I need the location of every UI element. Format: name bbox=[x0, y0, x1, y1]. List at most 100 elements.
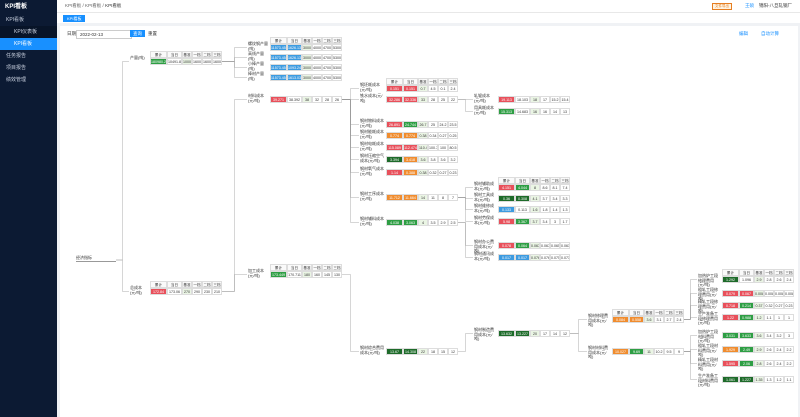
tab[interactable]: KPI看板 bbox=[63, 15, 86, 22]
value-cell: 1.8 bbox=[540, 206, 550, 213]
connector bbox=[684, 335, 697, 352]
value-cell: 0.38 bbox=[418, 169, 428, 176]
menu-item[interactable]: KPI看板 bbox=[6, 17, 25, 23]
menu-item[interactable]: KPI仪表板 bbox=[0, 26, 57, 38]
value-cell: 2.6 bbox=[764, 360, 774, 367]
value-cell: 4.044 bbox=[515, 184, 530, 191]
reset-button[interactable]: 重置 bbox=[148, 31, 157, 36]
value-cell: 4700 bbox=[322, 64, 332, 71]
value-cell: 0.151 bbox=[386, 85, 403, 92]
value-cell: 5300 bbox=[332, 74, 342, 81]
value-cell: 9 bbox=[674, 348, 684, 355]
value-cell: 0.34 bbox=[428, 132, 438, 139]
value-cell: 0.558 bbox=[629, 316, 644, 323]
value-cell: 9.69 bbox=[629, 348, 644, 355]
value-cell: 2.9 bbox=[438, 219, 448, 226]
node-label: 生产准备工段材料费用(元/吨) bbox=[698, 373, 718, 388]
node-label: 生产准备工段修理费用(元/吨) bbox=[698, 311, 718, 326]
connector bbox=[222, 99, 247, 292]
value-cell: 0.078 bbox=[498, 242, 515, 249]
value-cell: 2.2 bbox=[784, 360, 794, 367]
value-cell: 2.6 bbox=[774, 276, 784, 283]
connector bbox=[458, 222, 473, 258]
value-cell: 2.4 bbox=[774, 360, 784, 367]
value-cell: 15.4 bbox=[560, 96, 570, 103]
column-header: 当日 bbox=[287, 264, 302, 271]
value-cell: 25 bbox=[438, 96, 448, 103]
value-cell: 1.6 bbox=[530, 206, 540, 213]
connector bbox=[222, 61, 247, 78]
org[interactable]: 锦阳-八旦轧钢厂 bbox=[759, 3, 792, 8]
connector bbox=[116, 61, 129, 261]
value-cell: 172.84 bbox=[150, 288, 167, 295]
connector bbox=[222, 57, 247, 62]
value-cell: 8 bbox=[530, 184, 540, 191]
breadcrumb[interactable]: KPI看板 bbox=[65, 3, 82, 8]
value-cell: 1 bbox=[774, 314, 784, 321]
menu-item[interactable]: 项目报告 bbox=[6, 65, 27, 71]
value-cell: 3.418 bbox=[403, 156, 418, 163]
connector bbox=[222, 274, 247, 292]
value-cell: 28 bbox=[428, 96, 438, 103]
value-cell: 16000 bbox=[212, 58, 222, 65]
value-cell: 3.7 bbox=[530, 218, 540, 225]
value-cell: 39.271 bbox=[270, 96, 287, 103]
column-header: 三档 bbox=[332, 37, 342, 44]
query-button[interactable]: 查询 bbox=[130, 30, 145, 37]
value-cell: 3000 bbox=[302, 64, 312, 71]
value-cell: 2.06 bbox=[739, 360, 754, 367]
value-cell: 5300 bbox=[332, 54, 342, 61]
value-cell: 2.4 bbox=[674, 316, 684, 323]
value-cell: 32.336 bbox=[403, 96, 418, 103]
node-label: 精轧工段修理费用(元/吨) bbox=[698, 299, 718, 314]
value-cell: 14 bbox=[550, 330, 560, 337]
node-label: 高线产量(吨) bbox=[248, 51, 264, 61]
node-label: 用具耗成本(元/吨) bbox=[474, 105, 494, 115]
column-header: 三档 bbox=[332, 264, 342, 271]
value-cell: 0.32 bbox=[764, 302, 774, 309]
edit-link[interactable]: 编辑 bbox=[739, 31, 748, 36]
connector bbox=[570, 333, 587, 352]
auto-link[interactable]: 自动计算 bbox=[761, 31, 779, 36]
value-cell: 1.1 bbox=[784, 376, 794, 383]
value-cell: 2.2 bbox=[784, 346, 794, 353]
column-header: 当日 bbox=[287, 37, 302, 44]
value-cell: 1.1 bbox=[764, 314, 774, 321]
menu-item[interactable]: 任务报告 bbox=[6, 53, 27, 59]
connector bbox=[342, 88, 359, 100]
user[interactable]: 王硕 bbox=[745, 3, 754, 8]
value-cell: 12 bbox=[448, 348, 458, 355]
value-cell: 14 bbox=[418, 194, 428, 201]
node-label: 钢材维修成本(元/吨) bbox=[474, 203, 494, 213]
menu-item[interactable]: 绩效管理 bbox=[6, 77, 27, 83]
breadcrumb[interactable]: KPI看板 bbox=[85, 3, 102, 8]
value-cell: 15 bbox=[438, 348, 448, 355]
value-cell: 1093.247 bbox=[287, 64, 302, 71]
connector bbox=[458, 187, 473, 198]
value-cell: 26.891 bbox=[386, 121, 403, 128]
value-cell: 11.664 bbox=[403, 194, 418, 201]
connector bbox=[458, 333, 473, 352]
value-cell: 115.089 bbox=[386, 144, 403, 151]
value-cell: 20 bbox=[530, 330, 540, 337]
menu-item[interactable]: KPI看板 bbox=[0, 38, 57, 50]
value-cell: 1.061 bbox=[722, 376, 739, 383]
value-cell: 4000 bbox=[312, 64, 322, 71]
column-header: 基准 bbox=[182, 281, 192, 288]
node-label: 钢材工序成本(元/吨) bbox=[360, 191, 384, 201]
tag[interactable]: 文件导出 bbox=[712, 3, 732, 10]
value-cell: 26.7 bbox=[418, 121, 428, 128]
value-cell: 0.008 bbox=[774, 290, 784, 297]
value-cell: 32.286 bbox=[386, 96, 403, 103]
value-cell: 180980.26 bbox=[150, 58, 167, 65]
value-cell: 1.4 bbox=[550, 206, 560, 213]
value-cell: 11.712 bbox=[386, 194, 403, 201]
column-header: 二档 bbox=[774, 269, 784, 276]
value-cell: 173.449 bbox=[270, 271, 287, 278]
value-cell: 1.2 bbox=[754, 314, 764, 321]
value-cell: 8 bbox=[438, 194, 448, 201]
node-label: 钢材材料费用成本(元/吨) bbox=[588, 345, 608, 360]
value-cell: 0.1 bbox=[438, 85, 448, 92]
node-label: 钢材工具成本(元/吨) bbox=[474, 192, 494, 202]
value-cell: 1626.134 bbox=[287, 54, 302, 61]
